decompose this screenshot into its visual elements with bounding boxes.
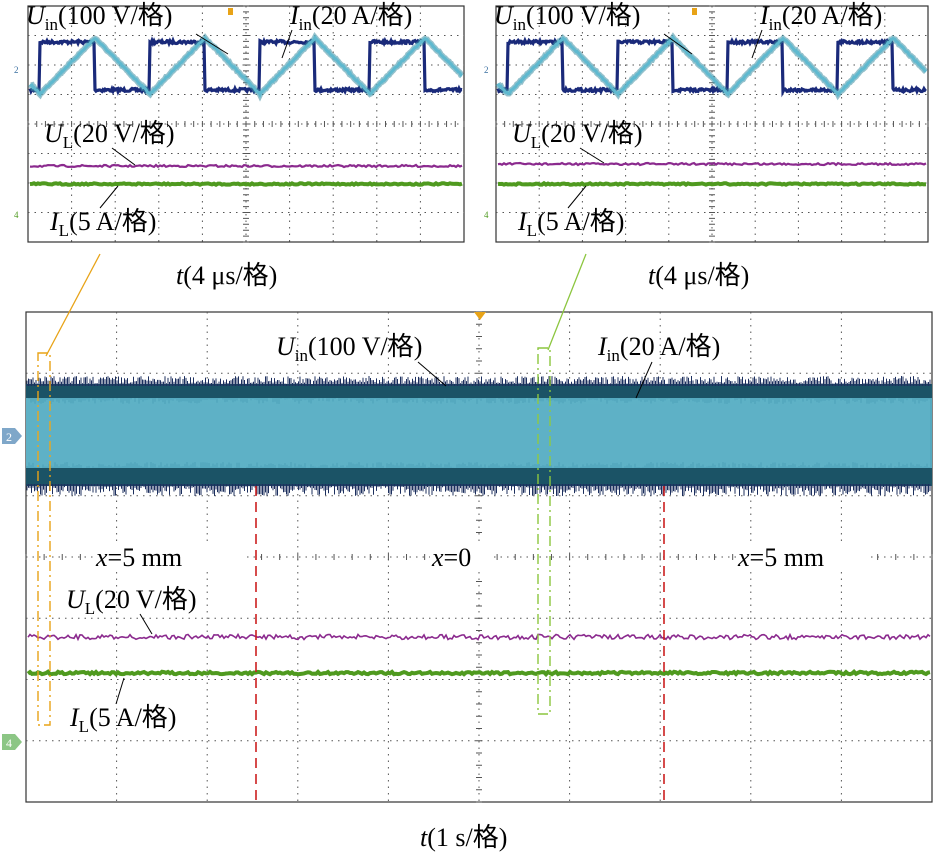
bottom-il-label: IL(5 A/格) (69, 703, 176, 736)
top-right-iin-trace (496, 34, 927, 98)
bottom-uin-leader (417, 361, 447, 387)
top-right-il-label: IL(5 A/格) (517, 207, 624, 240)
top-left-ul-trace (29, 163, 463, 169)
top-left-uin-trace (28, 36, 463, 96)
top-right-ul-label: UL(20 V/格) (512, 119, 643, 152)
top-left-uin-label: Uin(100 V/格) (26, 1, 172, 34)
bottom-iin-leader (635, 361, 653, 399)
top-right-uin-trace (496, 36, 927, 98)
channel-4-marker: 4 (14, 210, 19, 220)
top-left-uin-leader (195, 33, 229, 55)
zoom-connector-right (547, 253, 587, 351)
top-left-ul-label: UL(20 V/格) (44, 119, 175, 152)
bottom-channel-4-marker: 4 (2, 734, 22, 750)
top-left-traces (27, 31, 464, 188)
top-right-il-leader (567, 185, 587, 209)
trigger-marker (228, 8, 233, 15)
bottom-iin-texture (26, 398, 930, 468)
top-left-iin-leader (281, 29, 293, 59)
channel-2-marker: 2 (14, 65, 19, 75)
bottom-x-right-label: x=5 mm (737, 543, 824, 572)
top-left-iin-label: Iin(20 A/格) (289, 1, 412, 34)
bottom-x-left-label: x=5 mm (95, 543, 182, 572)
top-right-markers: 2 4 (484, 8, 697, 220)
bottom-iin-label: Iin(20 A/格) (597, 332, 720, 365)
bottom-panel: 2 4 Uin(100 V/格) Iin(20 A/格) x=5 mm x=0 (2, 311, 933, 852)
bottom-x-mid-label: x=0 (431, 543, 471, 572)
bottom-time-axis-label: t(1 s/格) (420, 823, 507, 852)
top-left-grid (27, 5, 465, 243)
top-right-iin-label: Iin(20 A/格) (759, 1, 882, 34)
top-right-ul-trace (497, 161, 927, 167)
bottom-ul-leader (139, 613, 153, 635)
top-right-panel: 2 4 Uin(100 V/格) Iin(20 A/格) UL(20 V/格) … (484, 1, 929, 290)
bottom-il-leader (115, 677, 125, 705)
zoom-window-left (37, 352, 51, 726)
top-left-il-leader (99, 185, 119, 209)
top-left-panel: 2 4 Uin(100 V/格) Iin(20 A/格) UL(20 V/格) … (14, 1, 465, 290)
bottom-uin-label: Uin(100 V/格) (276, 332, 422, 365)
bottom-ul-label: UL(20 V/格) (66, 585, 197, 618)
bottom-il-trace (26, 669, 931, 678)
top-left-ul-leader (111, 147, 136, 166)
top-left-iin-trace (28, 34, 463, 99)
top-left-il-label: IL(5 A/格) (49, 207, 156, 240)
top-left-markers: 2 4 (14, 8, 233, 220)
top-right-uin-label: Uin(100 V/格) (494, 1, 640, 34)
bottom-x-left-bg (94, 542, 244, 572)
svg-text:2: 2 (6, 430, 12, 444)
bottom-channel-2-marker: 2 (2, 428, 22, 444)
svg-text:4: 4 (6, 736, 12, 750)
top-right-iin-leader (751, 29, 763, 59)
top-left-time-axis-label: t(4 μs/格) (176, 261, 277, 290)
bottom-x-right-bg (736, 542, 866, 572)
top-right-time-axis-label: t(4 μs/格) (648, 261, 749, 290)
top-right-il-trace (497, 180, 927, 187)
top-left-il-trace (29, 180, 463, 188)
top-right-ul-leader (579, 147, 605, 164)
channel-4-marker-right: 4 (484, 210, 489, 220)
bottom-x-mid-bg (430, 542, 490, 572)
channel-2-marker-right: 2 (484, 65, 489, 75)
zoom-connector-left (45, 253, 101, 357)
trigger-marker-right (692, 8, 697, 15)
top-right-uin-leader (663, 33, 693, 55)
bottom-uin-noise (26, 376, 931, 496)
top-right-traces (495, 32, 928, 187)
bottom-ul-trace (27, 632, 931, 642)
bottom-traces (26, 376, 932, 678)
bottom-trigger-marker (474, 312, 486, 320)
zoom-window-right (537, 347, 551, 715)
